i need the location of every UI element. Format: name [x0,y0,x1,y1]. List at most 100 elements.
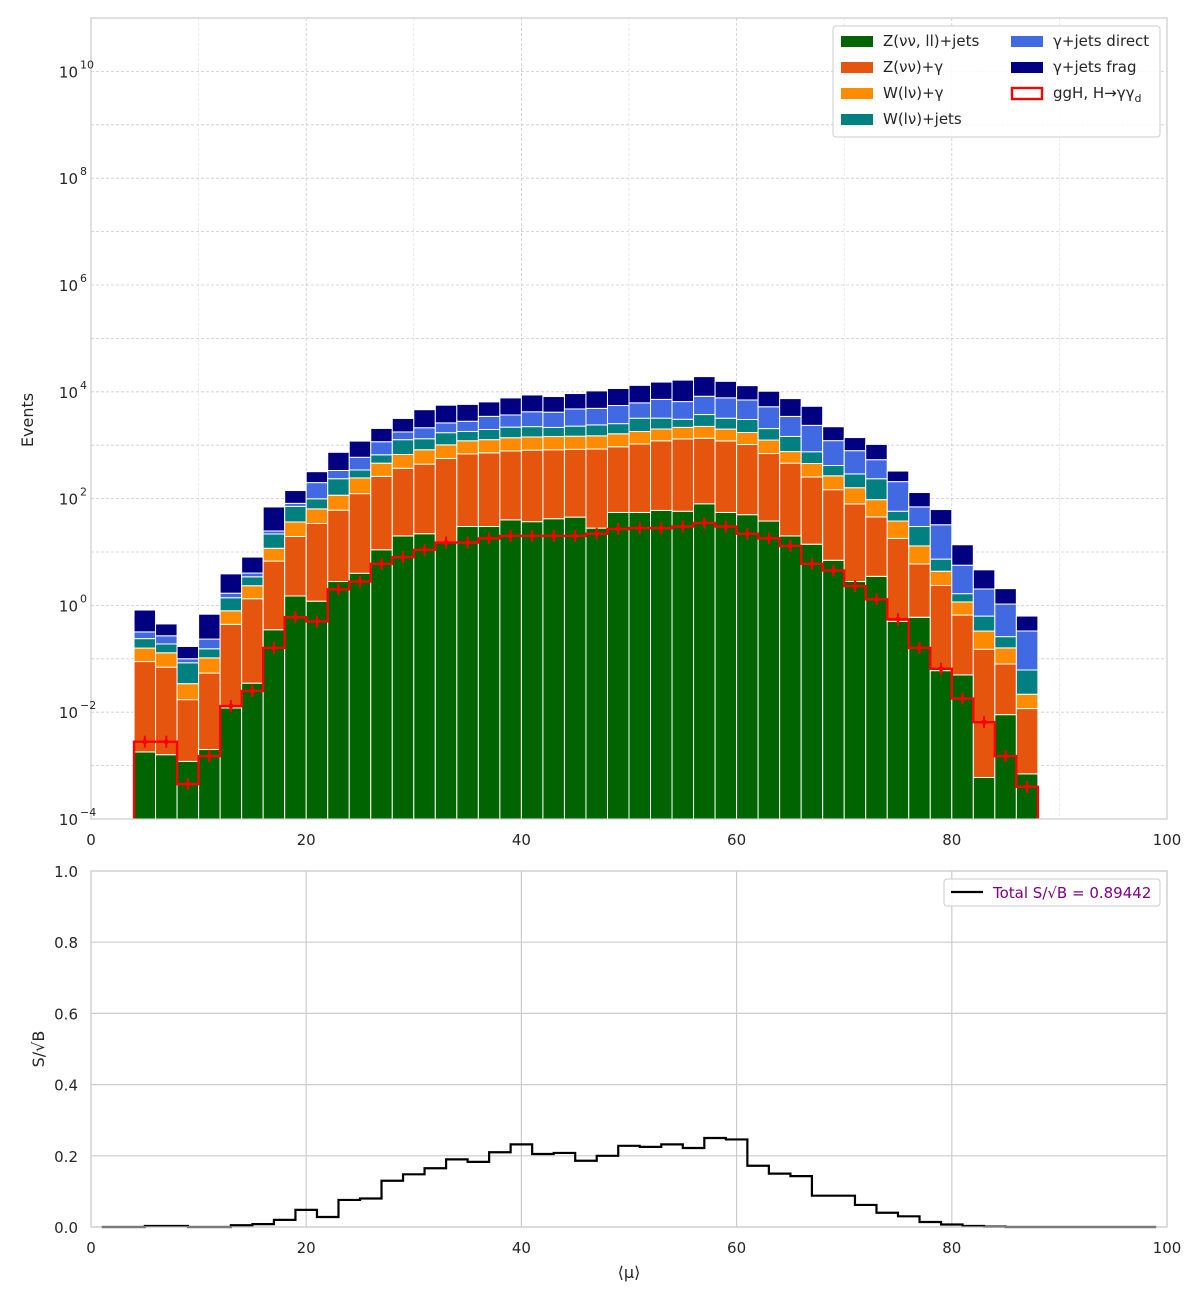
top-y-tick-label: 10 [59,63,78,81]
signal-point [680,524,686,530]
s-over-sqrt-b-line [101,1136,1157,1229]
bottom-y-tick-label: 0.4 [54,1077,78,1095]
stacked-bar-segment [434,422,458,434]
signal-point [185,781,191,787]
stacked-bar-segment [241,585,264,600]
stacked-bar-segment [499,519,522,820]
stacked-bar-segment [176,760,200,820]
top-x-tick-labels: 0 20 40 60 80 100 [86,831,1181,849]
stacked-bar-segment [929,570,953,586]
stacked-bar-segment [908,506,931,528]
stacked-bar-segment [886,481,910,512]
stacked-bar-segment [929,584,953,672]
stacked-bar-segment [542,411,565,428]
stacked-bar-segment [929,524,953,560]
stacked-bar-segment [499,414,522,428]
stacked-bar-segment [477,452,501,528]
stacked-bar-segment [865,575,888,820]
stacked-bar-segment [155,635,178,645]
stacked-bar-segment [434,457,458,544]
bottom-gridlines [90,870,1168,1228]
signal-point [1003,753,1009,759]
stacked-bar-segment [714,397,738,419]
signal-point [873,596,879,602]
stacked-bar-segment [241,682,264,820]
bottom-y-tick-label: 0.8 [54,934,78,952]
stacked-bar-segment [542,518,565,820]
stacked-bar-segment [413,449,436,465]
bottom-x-tick-label: 40 [512,1239,531,1257]
legend-swatch [841,114,873,125]
stacked-bar-segment [886,620,910,820]
stacked-bar-segment [606,387,630,407]
stacked-bar-segment [650,509,673,820]
stacked-bar-segment [563,408,587,427]
stacked-bar-segment [413,427,436,440]
stacked-bar-segment [606,446,630,513]
stacked-bar-segment [628,511,652,820]
legend-label: W(lν)+jets [883,110,962,128]
stacked-bar-segment [693,376,716,397]
stacked-bar-segment [133,751,157,820]
signal-point [163,739,169,745]
stacked-bar-segment [241,576,264,587]
stacked-bar-segment [262,629,286,820]
stacked-bar-segment [585,448,608,529]
stacked-bar-segment [951,593,974,603]
bottom-y-tick-labels: 0.0 0.2 0.4 0.6 0.8 1.0 [54,863,78,1237]
stacked-bar-segment [391,439,415,455]
stacked-bar-segment [176,699,200,762]
top-x-tick-label: 80 [942,831,961,849]
signal-point [615,526,621,532]
stacked-bar-segment [520,521,544,820]
stacked-bar-segment [822,464,845,477]
bottom-x-tick-label: 20 [297,1239,316,1257]
stacked-bar-segment [370,462,393,477]
stacked-bar-segment [477,401,501,417]
stacked-bar-segment [693,437,716,505]
stacked-bar-segment [951,601,974,616]
stacked-bar-segment [413,463,436,535]
stacked-bar-segment [198,672,221,751]
bottom-x-tick-label: 0 [86,1239,96,1257]
stacked-bar-segment [994,647,1017,665]
stacked-bar-segment [520,436,544,451]
signal-point [314,618,320,624]
stacked-bar-segment [499,450,522,521]
stacked-bar-segment [1015,669,1039,695]
stacked-bar-segment [628,443,652,513]
signal-point [938,666,944,672]
stacked-bar-segment [757,520,781,820]
stacked-bar-segment [434,444,458,459]
stacked-bar-segment [929,509,953,526]
top-x-tick-label: 100 [1153,831,1182,849]
signal-point [594,531,600,537]
stacked-bar-segment [434,404,458,424]
stacked-bar-segment [198,657,221,674]
stacked-bar-segment [628,384,652,404]
stacked-bar-segment [262,533,286,549]
stacked-bar-segment [348,440,372,458]
stacked-bar-segment [951,544,974,566]
stacked-bar-segment [219,707,243,820]
stacked-bar-segment [865,443,888,461]
stacked-bar-segment [843,487,867,505]
stacked-bar-segment [370,427,393,443]
stacked-bar-segment [370,441,393,456]
bottom-y-tick-label: 0.2 [54,1148,78,1166]
signal-point [529,533,535,539]
stacked-bar-segment [843,450,867,475]
stacked-bar-segment [693,395,716,416]
signal-point [486,535,492,541]
top-y-tick-label: 10 [59,811,78,829]
signal-point [960,696,966,702]
stacked-bar-segment [757,428,781,441]
stacked-bar-segment [757,453,781,522]
legend-swatch [841,36,873,47]
stacked-bar-segment [671,510,695,820]
stacked-bar-segment [327,509,350,583]
signal-point [723,524,729,530]
signal-point [787,543,793,549]
stacked-bar-segment [370,454,393,464]
stacked-bar-segment [413,438,436,451]
